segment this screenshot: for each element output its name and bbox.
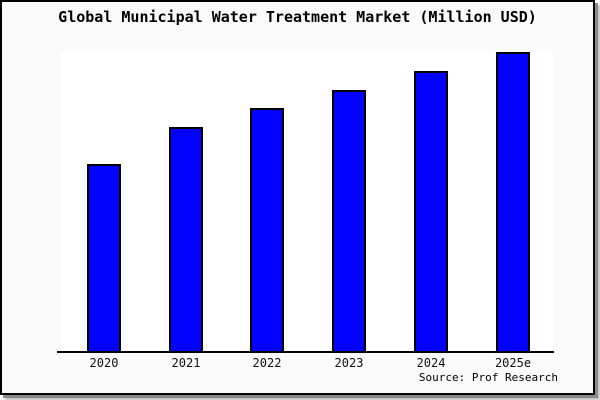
x-tick-label-2022: 2022 xyxy=(252,356,282,370)
chart-title: Global Municipal Water Treatment Market … xyxy=(58,8,537,26)
x-axis-labels: 2020 2021 2022 2023 2024 2025e xyxy=(2,2,593,393)
x-tick-label-2025e: 2025e xyxy=(494,356,532,370)
bar-2022 xyxy=(250,108,284,351)
x-tick-label-2024: 2024 xyxy=(416,356,446,370)
bar-2024 xyxy=(414,71,448,351)
x-tick-label-2023: 2023 xyxy=(334,356,364,370)
bars-layer xyxy=(2,2,593,393)
x-tick-label-2020: 2020 xyxy=(89,356,119,370)
bar-2023 xyxy=(332,90,366,351)
chart-figure: Global Municipal Water Treatment Market … xyxy=(0,0,595,395)
plot-area xyxy=(61,51,553,352)
bar-2020 xyxy=(87,164,121,351)
source-label: Source: Prof Research xyxy=(418,371,558,384)
bar-2021 xyxy=(169,127,203,351)
bar-2025e xyxy=(496,52,530,351)
x-axis-line xyxy=(57,351,554,353)
x-tick-label-2021: 2021 xyxy=(171,356,201,370)
